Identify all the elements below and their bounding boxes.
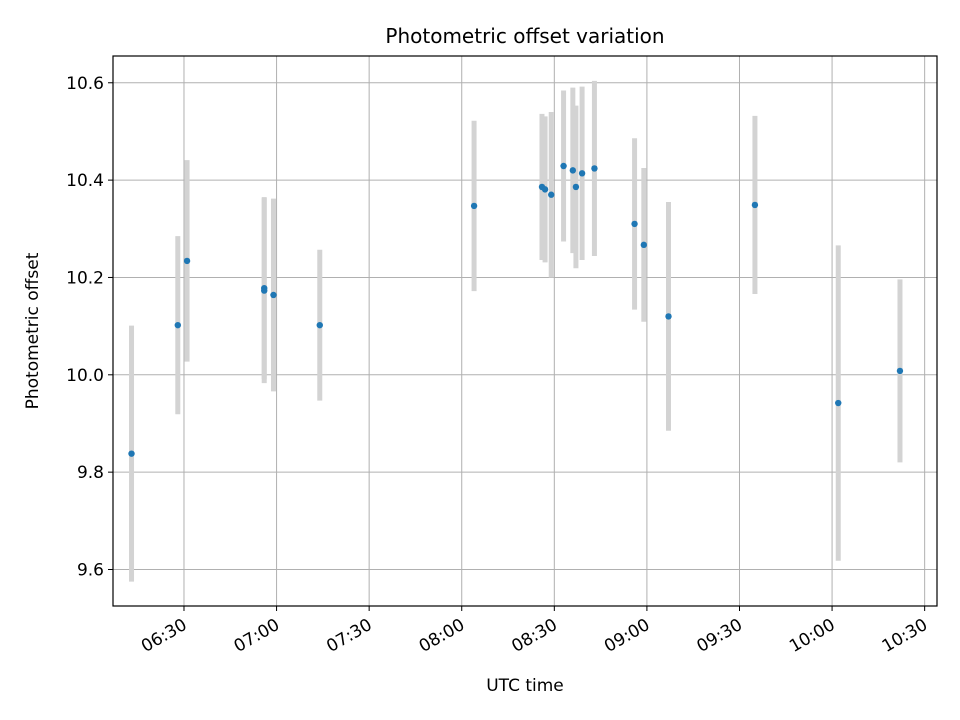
- x-tick-label: 10:00: [786, 615, 838, 657]
- data-point: [569, 167, 577, 174]
- error-bars: [129, 80, 903, 582]
- x-tick-label: 07:00: [231, 615, 283, 657]
- y-tick-label: 10.2: [66, 268, 104, 288]
- data-point: [578, 170, 586, 177]
- y-tick-label: 9.6: [77, 560, 104, 580]
- x-axis-label: UTC time: [486, 676, 564, 696]
- y-tick-label: 10.4: [66, 171, 104, 191]
- x-tick-label: 09:00: [601, 615, 653, 657]
- data-point: [270, 291, 277, 299]
- grid-lines: [113, 56, 937, 606]
- data-point: [896, 367, 904, 375]
- data-point: [665, 313, 672, 320]
- y-axis-label: Photometric offset: [23, 252, 43, 409]
- data-point: [560, 162, 567, 170]
- data-point: [835, 399, 842, 407]
- data-point: [316, 321, 323, 329]
- data-point: [751, 201, 759, 209]
- data-point: [640, 241, 648, 249]
- data-point: [572, 183, 580, 191]
- x-tick-label: 09:30: [694, 615, 746, 657]
- x-tick-label: 07:30: [323, 615, 375, 657]
- x-tick-label: 08:30: [508, 615, 560, 657]
- chart-title: Photometric offset variation: [385, 24, 664, 48]
- y-tick-label: 10.6: [66, 74, 104, 94]
- data-point: [261, 287, 268, 294]
- data-point: [174, 321, 182, 329]
- data-point: [470, 202, 478, 210]
- data-point: [183, 257, 191, 265]
- data-point: [541, 186, 549, 193]
- x-tick-label: 06:30: [138, 615, 190, 657]
- y-tick-label: 10.0: [66, 366, 104, 386]
- data-point: [631, 220, 638, 228]
- x-tick-label: 10:30: [879, 615, 931, 657]
- x-tick-label: 08:00: [416, 615, 468, 657]
- data-point: [128, 450, 135, 457]
- data-points: [128, 162, 904, 457]
- data-point: [548, 191, 555, 198]
- data-point: [591, 165, 598, 172]
- plot-frame: [112, 55, 938, 607]
- y-tick-label: 9.8: [77, 463, 104, 483]
